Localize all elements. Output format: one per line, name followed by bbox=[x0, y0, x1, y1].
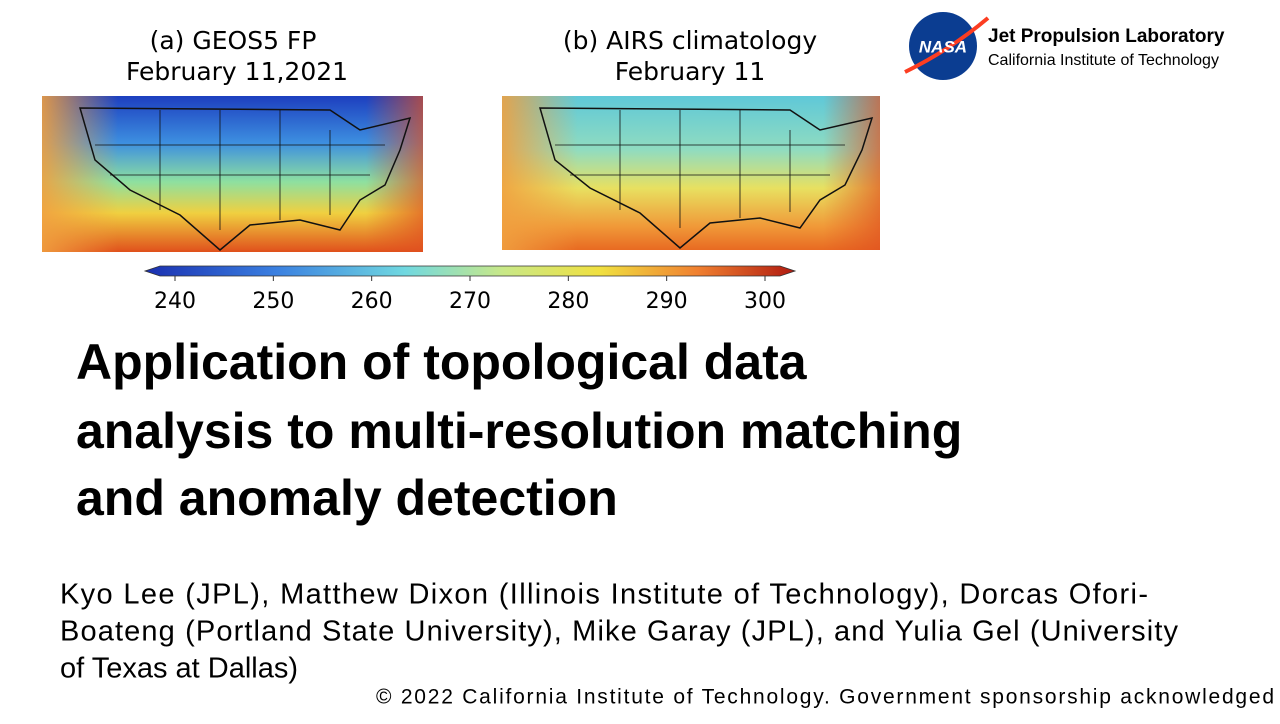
panel-title: (b) AIRS climatology bbox=[563, 26, 818, 55]
panel-date: February 11,2021 bbox=[126, 57, 348, 86]
colorbar-tick-label: 260 bbox=[351, 289, 393, 314]
colorbar-tick-label: 240 bbox=[154, 289, 196, 314]
title-line: and anomaly detection bbox=[76, 470, 618, 526]
title-line: analysis to multi-resolution matching bbox=[76, 403, 962, 459]
colorbar-tick-label: 280 bbox=[547, 289, 589, 314]
author-line: Kyo Lee (JPL), Matthew Dixon (Illinois I… bbox=[60, 579, 1148, 611]
colorbar-tick-label: 250 bbox=[252, 289, 294, 314]
title-line: Application of topological data bbox=[76, 334, 808, 390]
colorbar-tick-label: 300 bbox=[744, 289, 786, 314]
author-line: of Texas at Dallas) bbox=[60, 653, 298, 685]
colorbar bbox=[143, 265, 797, 277]
nasa-logo: NASA bbox=[904, 12, 990, 80]
lab-name: Jet Propulsion Laboratory bbox=[988, 26, 1225, 47]
institution: California Institute of Technology bbox=[988, 52, 1219, 69]
logo-badge: NASA bbox=[919, 37, 967, 56]
author-line: Boateng (Portland State University), Mik… bbox=[60, 616, 1179, 648]
colorbar-tick-label: 270 bbox=[449, 289, 491, 314]
colorbar-tick-label: 290 bbox=[646, 289, 688, 314]
panel-date: February 11 bbox=[615, 57, 766, 86]
footer: © 2022 California Institute of Technolog… bbox=[376, 686, 1274, 709]
panel-title: (a) GEOS5 FP bbox=[150, 26, 317, 55]
map-b bbox=[502, 96, 880, 250]
map-a bbox=[42, 96, 423, 252]
